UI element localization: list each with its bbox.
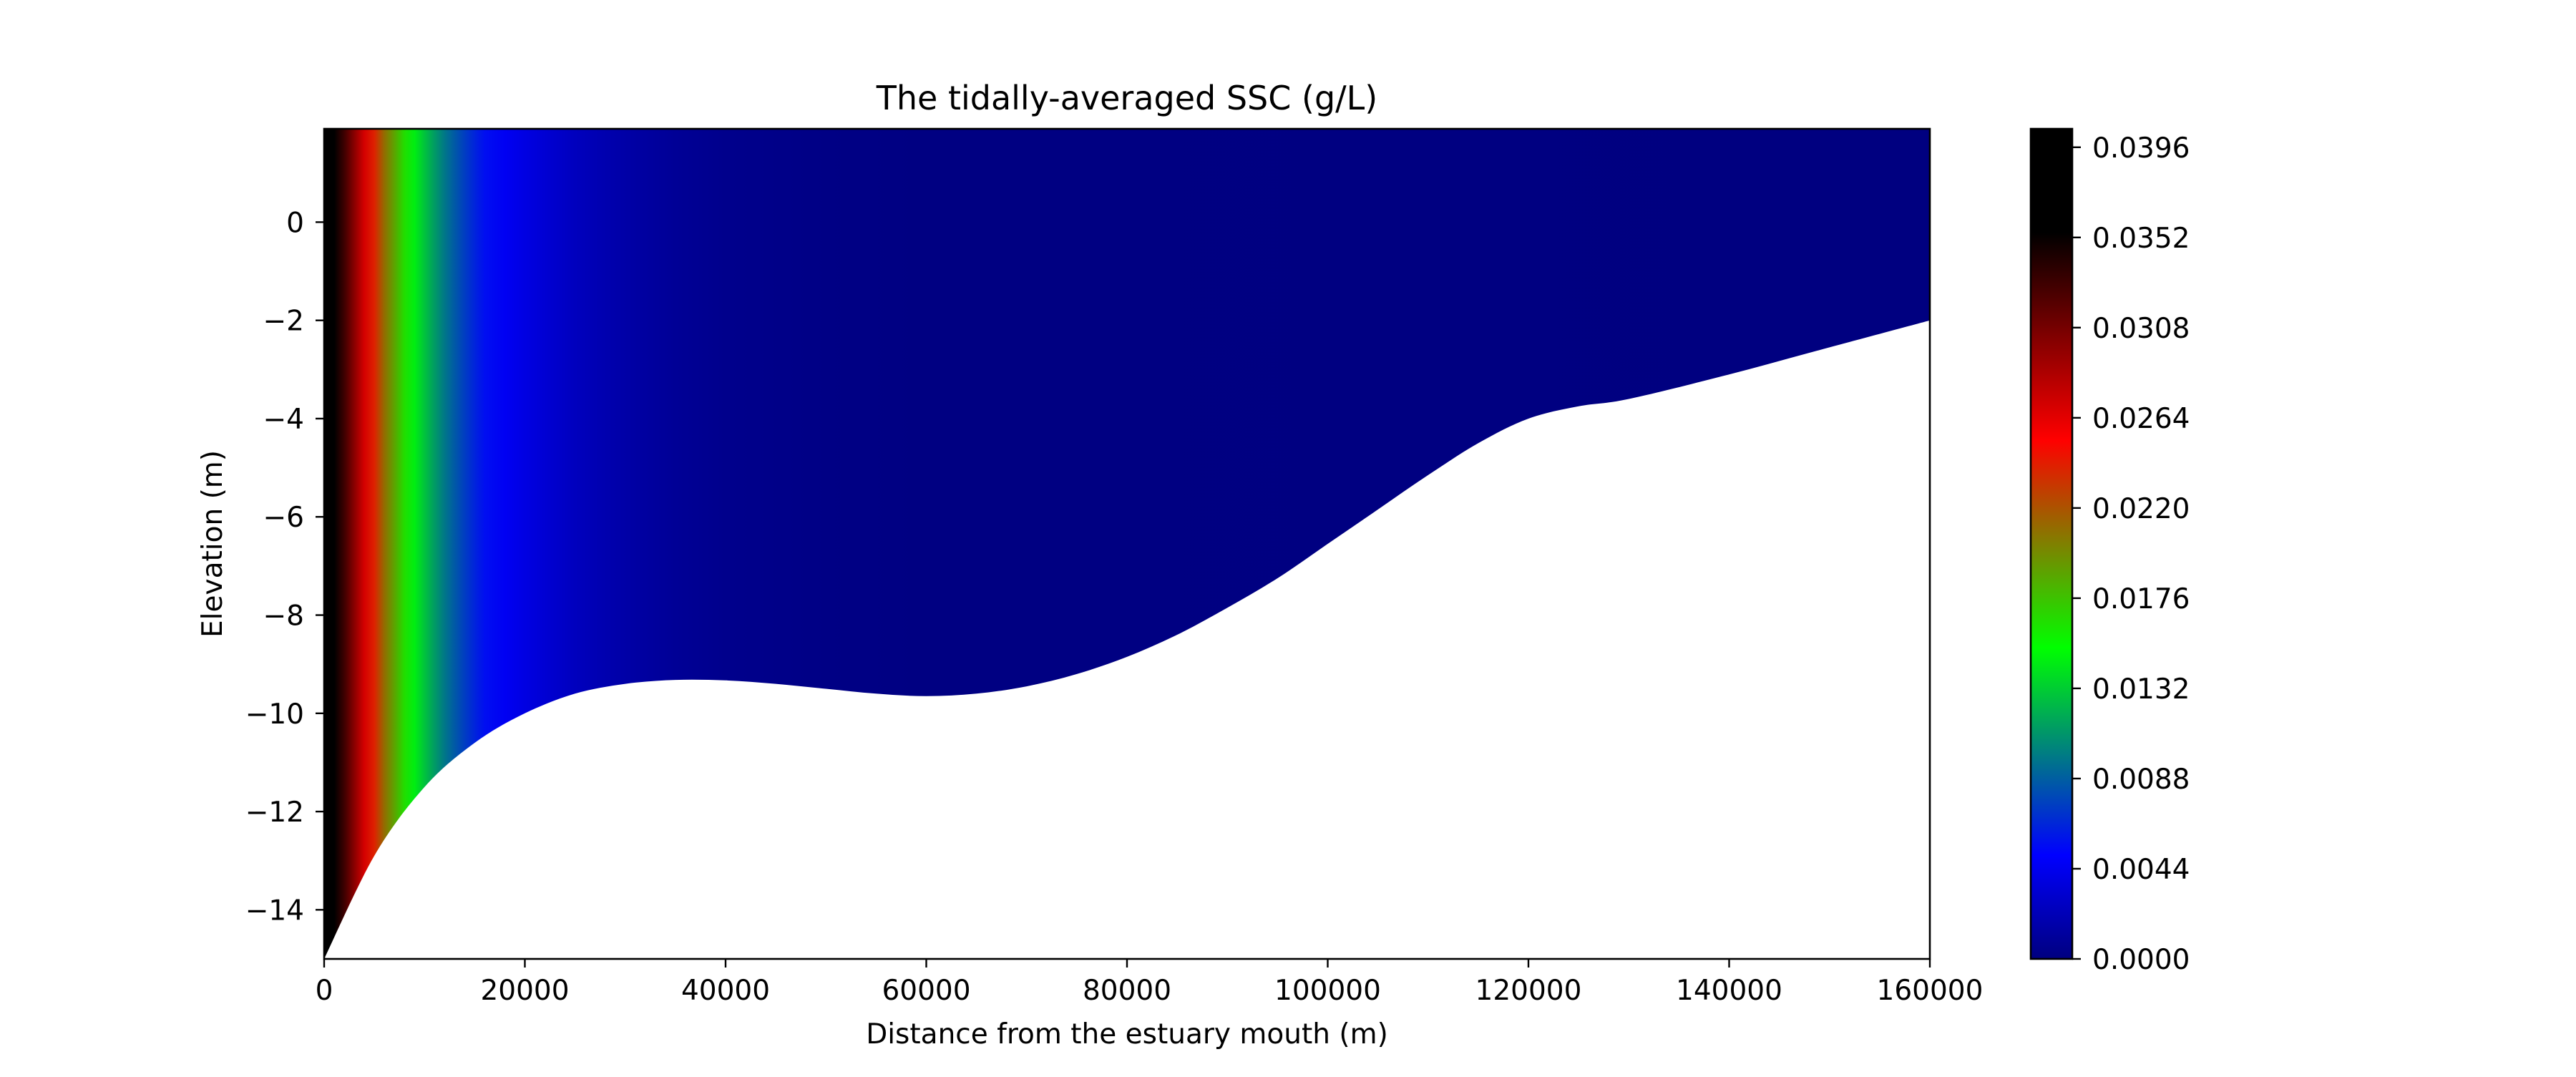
y-tick-label: −2 bbox=[263, 306, 305, 338]
colorbar-tick-label: 0.0396 bbox=[2092, 132, 2190, 165]
x-axis-label: Distance from the estuary mouth (m) bbox=[866, 1018, 1388, 1051]
colorbar-tick-label: 0.0264 bbox=[2092, 403, 2190, 435]
y-tick-label: −6 bbox=[263, 502, 305, 534]
x-axis: 0 20000 40000 60000 80000 100000 120000 140000 1… bbox=[316, 959, 1984, 1007]
colorbar-tick-label: 0.0352 bbox=[2092, 223, 2190, 255]
colorbar: 0.0000 0.0044 0.0088 0.0132 0.0176 0.0220 0.02… bbox=[2029, 127, 2190, 976]
colorbar-gradient bbox=[2029, 127, 2074, 960]
chart-title: The tidally-averaged SSC (g/L) bbox=[876, 79, 1377, 117]
colorbar-tick-label: 0.0176 bbox=[2092, 583, 2190, 615]
colorbar-tick-label: 0.0000 bbox=[2092, 944, 2190, 976]
y-tick-label: −4 bbox=[263, 404, 305, 436]
colorbar-tick-label: 0.0044 bbox=[2092, 854, 2190, 886]
x-tick-label: 20000 bbox=[480, 975, 569, 1007]
ssc-field bbox=[324, 129, 1930, 959]
colorbar-tick-label: 0.0308 bbox=[2092, 313, 2190, 345]
plot-area bbox=[323, 127, 1931, 960]
y-tick-label: −12 bbox=[245, 796, 304, 829]
x-tick-label: 120000 bbox=[1475, 975, 1582, 1007]
y-tick-label: −14 bbox=[245, 895, 304, 927]
y-tick-label: −8 bbox=[263, 600, 305, 633]
x-tick-label: 100000 bbox=[1274, 975, 1381, 1007]
x-tick-label: 80000 bbox=[1083, 975, 1171, 1007]
x-tick-label: 60000 bbox=[882, 975, 970, 1007]
colorbar-tick-label: 0.0132 bbox=[2092, 673, 2190, 706]
y-axis-label: Elevation (m) bbox=[197, 450, 229, 638]
y-tick-label: 0 bbox=[286, 207, 304, 239]
colorbar-tick-label: 0.0220 bbox=[2092, 493, 2190, 525]
colorbar-ticks: 0.0000 0.0044 0.0088 0.0132 0.0176 0.0220 0.02… bbox=[2072, 132, 2190, 976]
x-tick-label: 140000 bbox=[1676, 975, 1782, 1007]
x-tick-label: 0 bbox=[316, 975, 333, 1007]
colorbar-tick-label: 0.0088 bbox=[2092, 764, 2190, 796]
y-tick-label: −10 bbox=[245, 698, 304, 731]
y-axis: 0 −2 −4 −6 −8 −10 −12 −14 bbox=[245, 207, 324, 927]
x-tick-label: 40000 bbox=[681, 975, 770, 1007]
x-tick-label: 160000 bbox=[1877, 975, 1984, 1007]
